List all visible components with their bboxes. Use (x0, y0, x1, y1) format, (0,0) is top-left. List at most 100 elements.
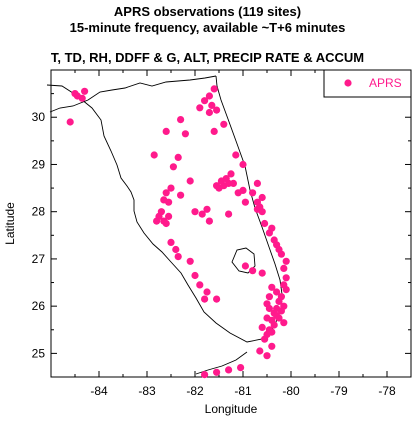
aprs-site-marker (273, 288, 281, 296)
aprs-site-marker (277, 307, 285, 315)
aprs-site-marker (160, 196, 168, 204)
x-tick-label: -82 (186, 384, 204, 398)
plot-frame (50, 69, 412, 378)
title-line-1: APRS observations (119 sites) (113, 4, 302, 19)
aprs-site-marker (265, 293, 273, 301)
aprs-site-marker (177, 116, 185, 124)
aprs-site-marker (153, 217, 161, 225)
aprs-site-marker (201, 295, 209, 303)
aprs-site-marker (191, 271, 199, 280)
aprs-site-marker (268, 328, 276, 336)
aprs-site-marker (239, 160, 247, 169)
aprs-site-marker (174, 253, 182, 261)
aprs-site-marker (167, 238, 175, 246)
aprs-site-marker (263, 352, 271, 360)
aprs-site-marker (162, 189, 170, 197)
aprs-site-marker (258, 193, 266, 202)
aprs-site-marker (186, 257, 194, 265)
aprs-site-marker (203, 205, 211, 213)
aprs-site-marker (213, 106, 221, 114)
legend-box (323, 69, 412, 98)
aprs-site-marker (210, 85, 218, 93)
aprs-site-marker (239, 186, 247, 194)
aprs-site-marker (169, 163, 177, 171)
x-tick-label: -79 (330, 384, 348, 398)
aprs-site-marker (205, 108, 213, 117)
x-tick-label: -78 (378, 384, 396, 398)
aprs-site-marker (201, 371, 209, 379)
legend: APRS (323, 69, 412, 98)
x-axis-label: Longitude (205, 402, 258, 416)
aprs-site-marker (213, 368, 221, 376)
aprs-site-marker (273, 312, 281, 320)
aprs-site-marker (282, 274, 290, 282)
plot-axes: -84 -83 -82 -81 -80 -79 -78 25 26 27 28 29 30 Longitu… (3, 69, 412, 416)
aprs-site-marker (160, 217, 168, 225)
aprs-site-marker (249, 267, 257, 275)
aprs-site-marker (273, 241, 281, 249)
aprs-site-marker (66, 118, 74, 126)
aprs-site-marker (232, 151, 240, 159)
aprs-site-marker (167, 184, 175, 192)
y-tick-label: 28 (32, 205, 46, 219)
aprs-site-marker (205, 217, 213, 225)
y-tick-label: 26 (32, 299, 46, 313)
aprs-site-marker (220, 120, 228, 128)
aprs-site-marker (73, 92, 81, 100)
x-tick-label: -80 (282, 384, 300, 398)
aprs-site-marker (205, 92, 213, 100)
aprs-site-marker (241, 198, 249, 206)
aprs-site-marker (263, 314, 271, 322)
aprs-site-marker (150, 151, 158, 159)
aprs-site-marker (249, 189, 257, 197)
aprs-site-marker (196, 281, 204, 289)
aprs-site-marker (253, 179, 261, 187)
aprs-site-marker (280, 319, 288, 327)
aprs-site-marker (172, 245, 180, 254)
aprs-site-marker (227, 170, 235, 178)
aprs-site-marker (225, 366, 233, 374)
aprs-site-marker (253, 198, 261, 206)
data-markers (66, 85, 290, 379)
y-tick-label: 25 (32, 346, 46, 360)
x-tick-label: -84 (90, 384, 108, 398)
aprs-site-marker (263, 300, 271, 308)
aprs-site-marker (213, 182, 221, 190)
aprs-site-marker (225, 210, 233, 218)
aprs-site-marker (198, 210, 206, 218)
aprs-site-marker (258, 323, 266, 331)
y-axis-label: Latitude (3, 202, 17, 245)
aprs-site-marker (268, 224, 276, 232)
aprs-site-marker (191, 208, 199, 216)
lake-okeechobee (231, 247, 256, 274)
title-line-2: 15-minute frequency, available ~T+6 minu… (69, 20, 346, 35)
aprs-site-marker (253, 205, 261, 213)
aprs-site-marker (196, 104, 204, 112)
chart-title: APRS observations (119 sites) 15-minute … (0, 4, 415, 66)
aprs-site-marker (181, 130, 189, 138)
aprs-site-marker (282, 257, 290, 265)
aprs-site-marker (81, 87, 89, 95)
y-tick-label: 27 (32, 252, 46, 266)
aprs-site-marker (165, 212, 173, 220)
y-tick-label: 29 (32, 157, 46, 171)
aprs-site-marker (261, 335, 269, 343)
aprs-site-marker (229, 179, 237, 187)
aprs-site-marker (280, 264, 288, 272)
x-tick-label: -81 (234, 384, 252, 398)
aprs-site-marker (270, 321, 278, 329)
title-line-3: T, TD, RH, DDFF & G, ALT, PRECIP RATE & … (50, 50, 365, 65)
aprs-site-marker (217, 177, 225, 185)
legend-marker (344, 79, 352, 87)
aprs-site-marker (201, 97, 209, 105)
aprs-site-marker (261, 219, 269, 228)
aprs-site-marker (282, 286, 290, 294)
aprs-site-marker (275, 297, 283, 305)
aprs-site-marker (256, 347, 264, 355)
aprs-site-marker (258, 269, 266, 277)
aprs-site-marker (174, 153, 182, 161)
y-tick-label: 30 (32, 110, 46, 124)
aprs-site-marker (241, 262, 249, 270)
aprs-site-marker (208, 101, 216, 109)
